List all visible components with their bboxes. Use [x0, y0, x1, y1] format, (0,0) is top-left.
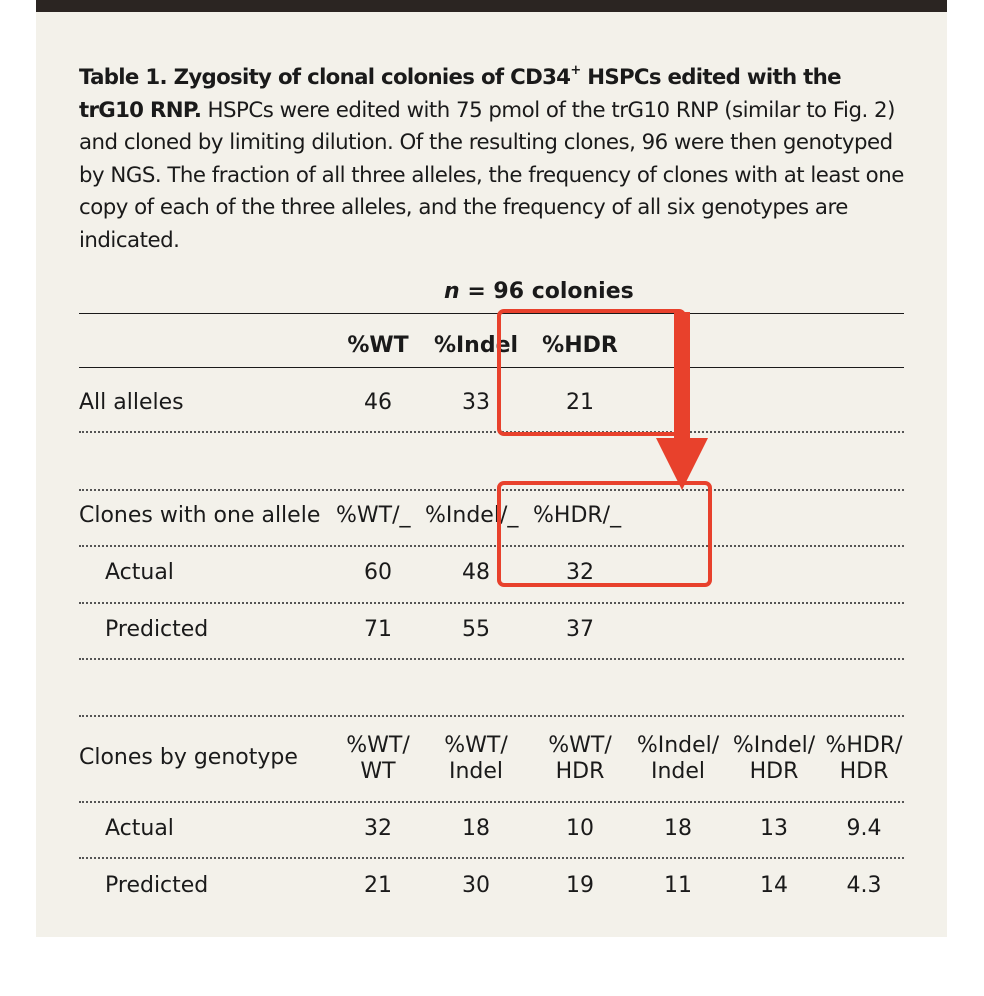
row-label-all-alleles: All alleles [79, 390, 184, 415]
rule-top [79, 313, 904, 314]
header-indel: %Indel [433, 333, 519, 358]
genotype-header-wt-indel: %WT/Indel [444, 733, 508, 784]
highlight-box-hdr-one-allele [497, 481, 712, 587]
cell: 37 [566, 617, 594, 642]
cell: 21 [566, 390, 594, 415]
genotype-header-hdr-hdr: %HDR/HDR [825, 733, 903, 784]
divider-dotted [79, 857, 904, 859]
header-hdr: %HDR [542, 333, 618, 358]
cell: 19 [566, 873, 594, 898]
sample-size-label: n = 96 colonies [444, 279, 634, 304]
header-wt-any: %WT/_ [336, 503, 411, 528]
cell: 9.4 [846, 816, 882, 841]
divider-dotted [79, 545, 904, 547]
row-label-predicted: Predicted [105, 873, 209, 898]
divider-dotted [79, 715, 904, 717]
cell: 48 [462, 560, 490, 585]
cell: 18 [462, 816, 490, 841]
cell: 13 [760, 816, 788, 841]
table-caption: Table 1. Zygosity of clonal colonies of … [79, 62, 909, 257]
cell: 32 [364, 816, 392, 841]
red-arrow-icon [656, 312, 708, 490]
divider-dotted [79, 801, 904, 803]
row-label-predicted: Predicted [105, 617, 209, 642]
top-dark-bar [36, 0, 947, 12]
genotype-header-indel-indel: %Indel/Indel [636, 733, 720, 784]
cell: 4.3 [846, 873, 882, 898]
caption-body: HSPCs were edited with 75 pmol of the tr… [79, 97, 904, 253]
row-label-actual: Actual [105, 816, 174, 841]
header-indel-any: %Indel/_ [425, 503, 519, 528]
cell: 55 [462, 617, 490, 642]
cell: 30 [462, 873, 490, 898]
cell: 33 [462, 390, 490, 415]
cell: 71 [364, 617, 392, 642]
divider-dotted [79, 658, 904, 660]
cell: 21 [364, 873, 392, 898]
cell: 46 [364, 390, 392, 415]
caption-title-end: HSPCs edited with the trG10 RNP. [79, 65, 842, 123]
caption-label: Table 1. [79, 65, 168, 90]
cell: 18 [664, 816, 692, 841]
table-panel [36, 12, 947, 937]
row-label-actual: Actual [105, 560, 174, 585]
genotype-header-wt-wt: %WT/WT [346, 733, 410, 784]
genotype-header-wt-hdr: %WT/HDR [548, 733, 612, 784]
cell: 32 [566, 560, 594, 585]
genotype-header-indel-hdr: %Indel/HDR [732, 733, 816, 784]
header-wt: %WT [347, 333, 409, 358]
cell: 10 [566, 816, 594, 841]
cell: 60 [364, 560, 392, 585]
rule-header [79, 367, 904, 368]
caption-title-superscript: + [570, 62, 581, 78]
cell: 14 [760, 873, 788, 898]
caption-title: Zygosity of clonal colonies of CD34 [173, 65, 571, 90]
cell: 11 [664, 873, 692, 898]
divider-dotted [79, 489, 904, 491]
divider-dotted [79, 431, 904, 433]
section-label-one-allele: Clones with one allele [79, 503, 321, 528]
divider-dotted [79, 602, 904, 604]
header-hdr-any: %HDR/_ [533, 503, 622, 528]
section-label-genotype: Clones by genotype [79, 745, 298, 770]
